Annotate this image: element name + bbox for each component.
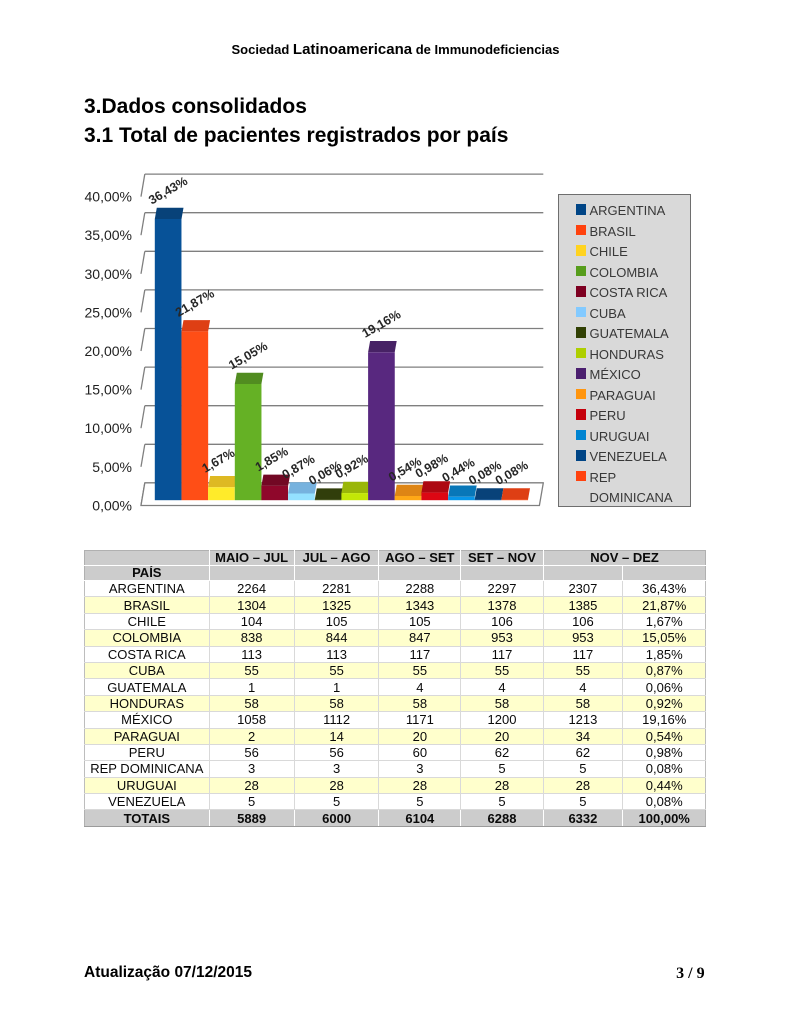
svg-text:15,00%: 15,00%: [85, 382, 132, 398]
svg-text:20,00%: 20,00%: [85, 343, 132, 359]
svg-text:10,00%: 10,00%: [85, 420, 132, 436]
svg-text:30,00%: 30,00%: [85, 266, 132, 282]
svg-text:25,00%: 25,00%: [85, 304, 132, 320]
svg-text:5,00%: 5,00%: [92, 459, 132, 475]
svg-text:0,00%: 0,00%: [92, 497, 132, 513]
svg-text:35,00%: 35,00%: [85, 227, 132, 243]
svg-text:36,43%: 36,43%: [146, 174, 190, 207]
svg-text:19,16%: 19,16%: [360, 307, 404, 340]
svg-text:0,92%: 0,92%: [333, 452, 371, 482]
svg-text:40,00%: 40,00%: [85, 189, 132, 205]
